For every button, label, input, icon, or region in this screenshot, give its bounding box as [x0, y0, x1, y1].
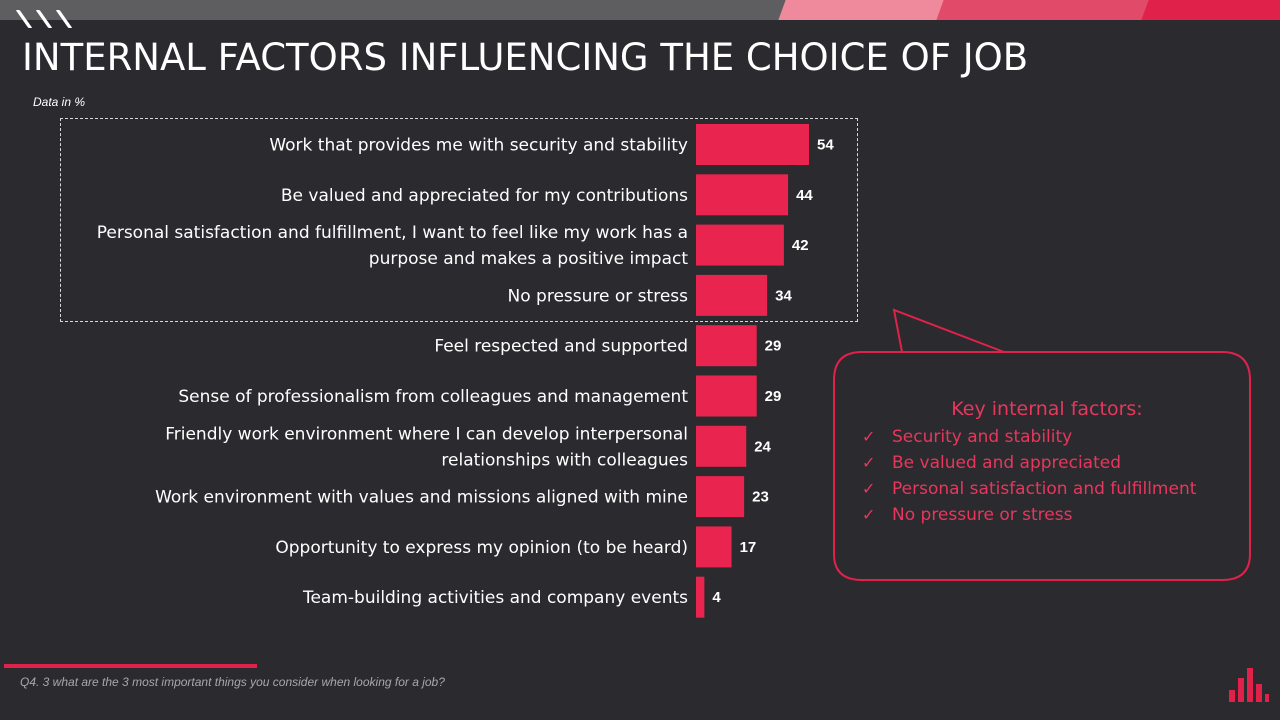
page-title: INTERNAL FACTORS INFLUENCING THE CHOICE … [22, 36, 1029, 79]
value-label-4: 29 [765, 338, 782, 355]
top-factors-highlight-box [60, 118, 858, 322]
footer-accent-line [4, 664, 257, 668]
callout-title: Key internal factors: [951, 398, 1143, 420]
checkmark-icon: ✓ [862, 427, 876, 446]
callout-item-label: Personal satisfaction and fulfillment [892, 479, 1197, 499]
key-factors-callout: Key internal factors: ✓ Security and stab… [862, 398, 1242, 528]
category-label-1: Be valued and appreciated for my contrib… [281, 186, 688, 206]
category-label-7: Work environment with values and mission… [155, 488, 688, 508]
callout-bubble [833, 308, 1251, 581]
category-label-6-line-0: Friendly work environment where I can de… [165, 424, 688, 444]
checkmark-icon: ✓ [862, 479, 876, 498]
category-label-3: No pressure or stress [508, 286, 689, 306]
category-label-2-line-0: Personal satisfaction and fulfillment, I… [97, 223, 688, 243]
bar-4 [696, 325, 757, 367]
category-label-2-line-1: purpose and makes a positive impact [369, 249, 689, 269]
checkmark-icon: ✓ [862, 505, 876, 524]
callout-item-label: Security and stability [892, 427, 1073, 447]
bar-2 [696, 224, 784, 266]
value-label-0: 54 [817, 137, 834, 154]
value-label-3: 34 [775, 287, 792, 304]
category-label-9: Team-building activities and company eve… [302, 588, 688, 608]
value-label-9: 4 [712, 589, 721, 606]
bar-0 [696, 124, 809, 165]
category-label-4: Feel respected and supported [434, 337, 688, 357]
callout-item: ✓ Security and stability [862, 424, 1242, 450]
value-label-2: 42 [792, 237, 809, 254]
bar-5 [696, 375, 757, 417]
bar-logo-icon [1229, 668, 1269, 702]
category-label-6-line-1: relationships with colleagues [441, 450, 688, 470]
value-label-8: 17 [740, 539, 757, 556]
callout-item: ✓ No pressure or stress [862, 502, 1242, 528]
callout-list: ✓ Security and stability ✓ Be valued and a… [862, 424, 1242, 528]
bar-9 [696, 576, 705, 618]
bar-3 [696, 274, 768, 316]
category-label-5: Sense of professionalism from colleagues… [178, 387, 688, 407]
callout-outline [833, 308, 1251, 581]
value-label-7: 23 [752, 489, 769, 506]
callout-item: ✓ Personal satisfaction and fulfillment [862, 476, 1242, 502]
category-label-8: Opportunity to express my opinion (to be… [275, 538, 688, 558]
callout-item-label: No pressure or stress [892, 505, 1073, 525]
value-label-5: 29 [765, 388, 782, 405]
callout-item: ✓ Be valued and appreciated [862, 450, 1242, 476]
top-decor-strip [0, 0, 1280, 20]
bar-6 [696, 425, 747, 467]
checkmark-icon: ✓ [862, 453, 876, 472]
survey-question-footnote: Q4. 3 what are the 3 most important thin… [20, 675, 445, 689]
bar-7 [696, 476, 745, 518]
bar-1 [696, 174, 789, 216]
data-unit-note: Data in % [33, 95, 86, 109]
bar-8 [696, 526, 732, 568]
value-label-1: 44 [796, 187, 813, 204]
callout-item-label: Be valued and appreciated [892, 453, 1122, 473]
strip-gray-segment [0, 0, 795, 20]
category-label-0: Work that provides me with security and … [269, 136, 688, 156]
value-label-6: 24 [754, 438, 771, 455]
